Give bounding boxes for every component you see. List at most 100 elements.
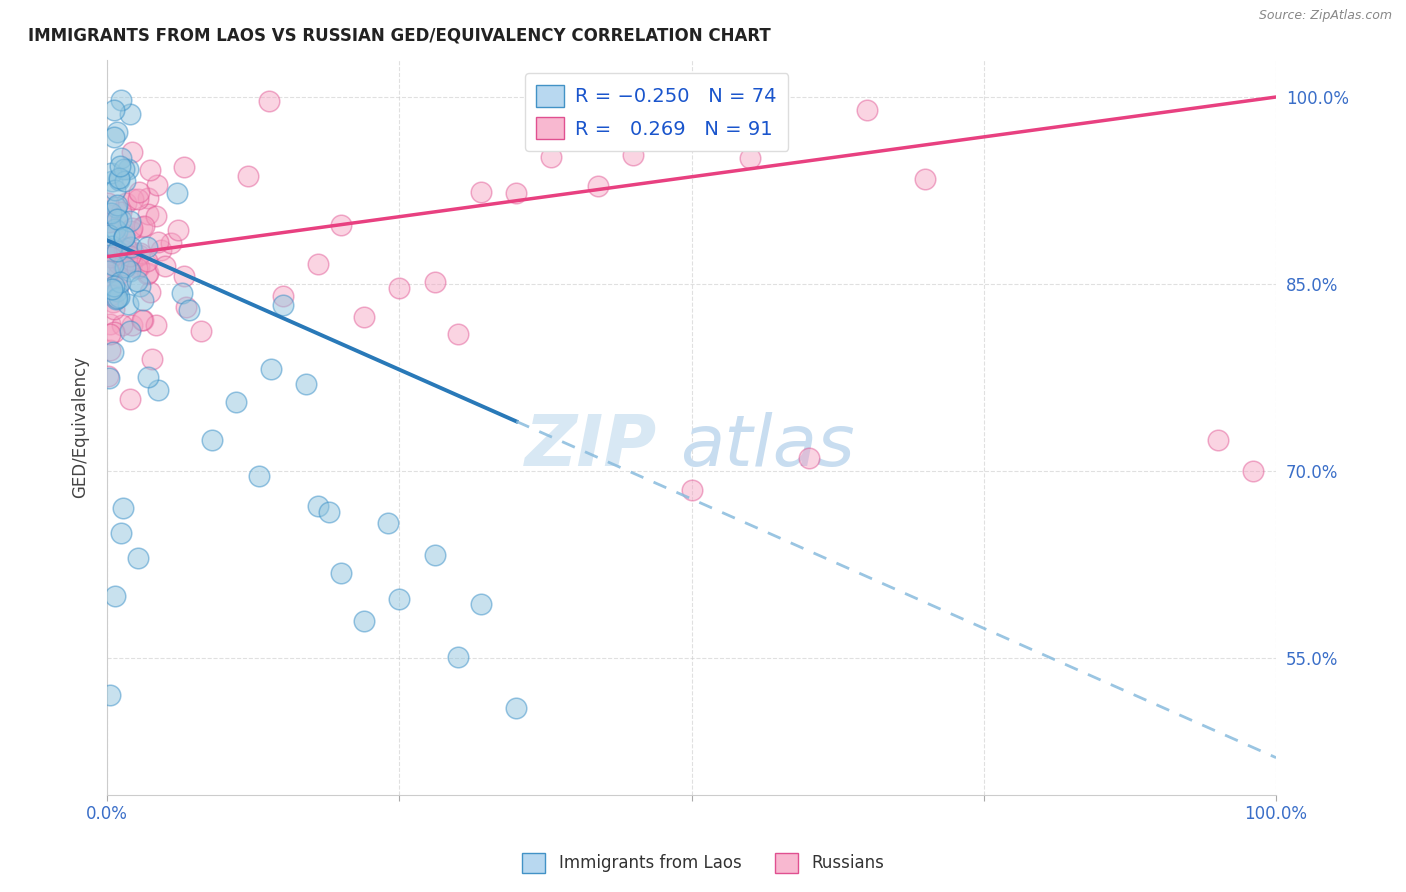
Point [120,240,142,254]
Point [127,192,149,206]
Point [586,178,609,193]
Point [797,451,820,466]
Point [105,291,128,305]
Point [107,284,129,298]
Point [295,376,318,391]
Point [131,293,153,307]
Point [135,239,157,253]
Point [105,200,128,214]
Point [236,169,259,184]
Point [103,130,125,145]
Point [740,152,762,166]
Point [121,245,143,260]
Point [201,433,224,447]
Point [129,279,152,293]
Point [120,249,142,263]
Point [98,208,121,222]
Point [100,248,122,262]
Point [100,326,122,341]
Point [112,501,135,516]
Point [423,548,446,562]
Point [98,317,121,331]
Point [330,218,353,232]
Point [114,195,136,210]
Point [98,227,121,242]
Point [353,310,375,325]
Point [388,281,411,295]
Point [105,125,128,139]
Point [128,260,150,274]
Point [103,279,125,293]
Point [100,250,122,264]
Point [104,589,127,603]
Point [114,230,136,244]
Point [108,290,131,304]
Point [108,159,131,173]
Point [101,282,124,296]
Point [120,224,142,238]
Point [120,392,142,406]
Text: atlas: atlas [681,411,855,481]
Point [681,483,703,497]
Point [121,192,143,206]
Point [105,244,128,259]
Text: Source: ZipAtlas.com: Source: ZipAtlas.com [1258,9,1392,22]
Point [318,505,340,519]
Point [271,298,294,312]
Point [260,361,283,376]
Point [470,597,492,611]
Point [128,185,150,199]
Text: IMMIGRANTS FROM LAOS VS RUSSIAN GED/EQUIVALENCY CORRELATION CHART: IMMIGRANTS FROM LAOS VS RUSSIAN GED/EQUI… [28,27,770,45]
Point [128,248,150,262]
Point [104,183,127,197]
Point [110,213,132,227]
Point [97,369,120,384]
Point [174,300,197,314]
Point [307,257,329,271]
Point [98,370,121,384]
Point [166,186,188,201]
Point [131,312,153,326]
Point [112,162,135,177]
Point [104,221,127,235]
Point [134,219,156,234]
Point [173,269,195,284]
Point [540,150,562,164]
Point [98,689,121,703]
Legend: Immigrants from Laos, Russians: Immigrants from Laos, Russians [515,847,891,880]
Point [120,253,142,268]
Point [97,264,120,278]
Point [447,326,470,341]
Point [105,292,128,306]
Point [131,220,153,235]
Point [121,221,143,235]
Point [103,258,125,272]
Point [145,318,167,332]
Point [107,173,129,187]
Point [388,591,411,606]
Point [470,185,492,199]
Point [110,94,132,108]
Point [307,500,329,514]
Point [112,227,135,241]
Point [505,701,527,715]
Point [112,244,135,259]
Point [136,206,159,220]
Point [1241,464,1264,478]
Point [98,264,121,278]
Point [145,178,167,192]
Point [145,209,167,223]
Point [100,166,122,180]
Point [101,174,124,188]
Point [101,294,124,309]
Point [146,384,169,398]
Point [856,103,879,117]
Point [146,235,169,249]
Point [98,215,121,229]
Point [139,163,162,178]
Point [423,275,446,289]
Point [153,259,176,273]
Point [110,151,132,165]
Point [505,186,527,200]
Point [114,174,136,188]
